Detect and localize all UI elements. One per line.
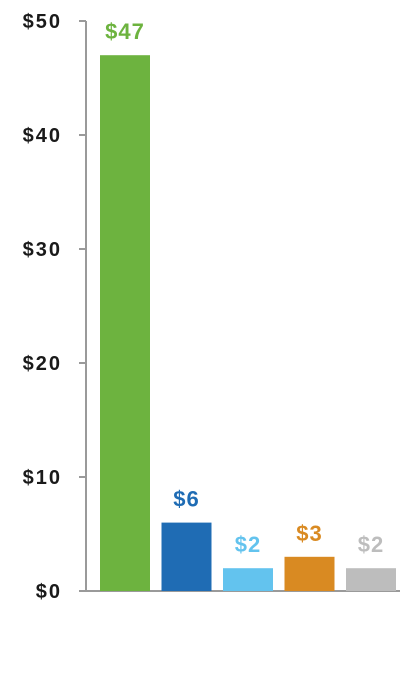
bar [100,55,150,591]
bar-value-label: $3 [296,521,322,546]
bar [346,568,396,591]
bar-value-label: $6 [173,487,199,512]
bar-value-label: $2 [235,532,261,557]
bar-value-label: $2 [358,532,384,557]
y-tick-label: $40 [23,125,62,147]
bar [284,556,335,591]
y-tick-label: $30 [23,239,62,261]
bar-value-label: $47 [105,19,145,44]
y-tick-label: $20 [23,353,62,375]
y-tick-label: $10 [23,467,62,489]
y-tick-label: $50 [23,11,62,33]
bar [161,522,212,591]
y-axis: $0 $10 $20 $30 $40 $50 [23,11,87,603]
bar [223,568,273,591]
y-tick-label: $0 [36,581,62,603]
bars [100,55,396,591]
data-labels: $47 $6 $2 $3 $2 [105,19,384,557]
